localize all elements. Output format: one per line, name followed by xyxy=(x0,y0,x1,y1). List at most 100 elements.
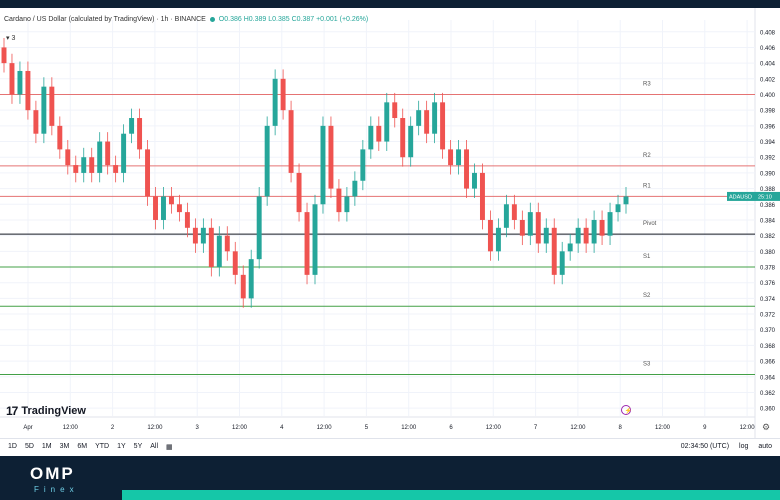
candle-body xyxy=(519,219,525,236)
candle-body xyxy=(495,227,501,252)
candle-body xyxy=(129,118,135,134)
candle-body xyxy=(153,196,158,220)
level-label-s3: S3 xyxy=(643,361,651,367)
candle-body xyxy=(256,196,262,260)
range-all[interactable]: All xyxy=(150,443,159,450)
range-5d[interactable]: 5D xyxy=(24,443,34,450)
candle-body xyxy=(432,102,438,134)
chevron-down-icon[interactable]: ▾ xyxy=(6,35,10,42)
candle-body xyxy=(527,212,533,236)
time-tick-label: 9 xyxy=(703,425,707,431)
tradingview-logo: 17 TradingView xyxy=(6,404,86,418)
candle-body xyxy=(1,47,7,64)
range-6m[interactable]: 6M xyxy=(77,443,88,450)
candle-body xyxy=(9,63,15,95)
price-tick-label: 0.394 xyxy=(760,140,776,146)
candle-body xyxy=(424,110,430,134)
candle-body xyxy=(137,118,143,150)
time-tick-label: 12:00 xyxy=(401,425,417,431)
range-ytd[interactable]: YTD xyxy=(95,443,110,450)
time-tick-label: 2 xyxy=(111,425,115,431)
candle-body xyxy=(567,243,573,252)
candle-body xyxy=(487,219,493,252)
symbol-legend: Cardano / US Dollar (calculated by Tradi… xyxy=(4,16,368,23)
candle-body xyxy=(400,118,406,158)
candle-body xyxy=(65,149,71,166)
lightning-icon: ⚡ xyxy=(625,407,632,415)
candle-body xyxy=(145,149,151,197)
candle-body xyxy=(615,204,621,213)
candle-body xyxy=(464,149,469,189)
utc-clock[interactable]: 02:34:50 (UTC) xyxy=(680,443,730,450)
indicator-count: 3 xyxy=(11,34,16,42)
candle-body xyxy=(57,125,63,150)
candle-body xyxy=(575,227,581,244)
price-tick-label: 0.392 xyxy=(760,156,776,162)
level-label-r2: R2 xyxy=(643,153,651,159)
auto-toggle[interactable]: auto xyxy=(758,443,772,450)
candle-body xyxy=(583,227,589,244)
price-tick-label: 0.360 xyxy=(760,407,776,413)
tradingview-wordmark: TradingView xyxy=(21,405,86,417)
range-3m[interactable]: 3M xyxy=(59,443,70,450)
status-dot-icon xyxy=(209,17,215,22)
gear-icon[interactable]: ⚙ xyxy=(762,423,770,433)
candle-body xyxy=(25,70,31,111)
time-tick-label: Apr xyxy=(23,425,32,431)
candle-body xyxy=(336,188,342,213)
time-tick-label: 5 xyxy=(365,425,369,431)
price-tick-label: 0.362 xyxy=(760,391,776,397)
time-tick-label: 12:00 xyxy=(147,425,163,431)
price-tick-label: 0.400 xyxy=(760,93,776,99)
candle-body xyxy=(352,180,358,197)
top-bar xyxy=(0,0,780,8)
range-1y[interactable]: 1Y xyxy=(117,443,126,450)
price-tick-label: 0.398 xyxy=(760,109,776,115)
date-range-icon[interactable]: ▦ xyxy=(166,444,173,451)
candle-body xyxy=(472,172,477,189)
candle-body xyxy=(81,157,87,173)
price-tick-label: 0.370 xyxy=(760,328,776,334)
event-marker-icon xyxy=(621,405,631,415)
price-tick-label: 0.406 xyxy=(760,46,776,52)
range-1m[interactable]: 1M xyxy=(41,443,52,450)
ohlc-values: O0.386 H0.389 L0.385 C0.387 +0.001 (+0.2… xyxy=(218,16,369,23)
price-tick-label: 0.382 xyxy=(760,234,776,240)
candle-body xyxy=(105,141,111,166)
candle-body xyxy=(49,86,55,126)
time-tick-label: 12:00 xyxy=(486,425,502,431)
candle-body xyxy=(200,227,206,244)
price-tick-label: 0.404 xyxy=(760,62,776,68)
price-tick-label: 0.378 xyxy=(760,266,776,272)
indicator-counter[interactable]: ▾ 3 xyxy=(6,34,16,43)
log-toggle[interactable]: log xyxy=(739,443,749,450)
range-1d[interactable]: 1D xyxy=(8,443,17,450)
price-tick-label: 0.366 xyxy=(760,360,776,366)
range-5y[interactable]: 5Y xyxy=(133,443,143,450)
time-tick-label: 12:00 xyxy=(317,425,333,431)
tradingview-logo-icon: 17 xyxy=(6,404,18,418)
candle-body xyxy=(344,196,350,213)
candle-body xyxy=(113,165,119,173)
candle-body xyxy=(599,219,605,236)
candle-body xyxy=(89,157,95,173)
candle-body xyxy=(448,149,454,166)
price-chart[interactable]: 0.408 0.406 0.404 0.402 0.400 0.398 0.396 0.394… xyxy=(0,8,780,438)
candle-body xyxy=(392,102,398,119)
price-tick-label: 0.386 xyxy=(760,203,776,209)
candle-body xyxy=(73,165,79,173)
candle-body xyxy=(97,141,103,173)
bottom-toolbar: 1D 5D 1M 3M 6M YTD 1Y 5Y All ▦ 02:34:50 … xyxy=(0,438,780,456)
candle-body xyxy=(184,212,190,228)
candle-body xyxy=(591,219,597,244)
toolbar-right: 02:34:50 (UTC) log auto xyxy=(681,443,772,450)
level-label-s2: S2 xyxy=(643,293,651,299)
price-axis-panel xyxy=(755,8,780,438)
candle-body xyxy=(296,172,302,213)
site-subtitle: Finex xyxy=(34,485,79,494)
candle-body xyxy=(312,204,318,275)
candle-body xyxy=(17,70,23,95)
price-tick-label: 0.408 xyxy=(760,30,776,36)
chart-area[interactable]: 0.408 0.406 0.404 0.402 0.400 0.398 0.396 0.394… xyxy=(0,8,780,455)
time-tick-label: 12:00 xyxy=(740,425,756,431)
